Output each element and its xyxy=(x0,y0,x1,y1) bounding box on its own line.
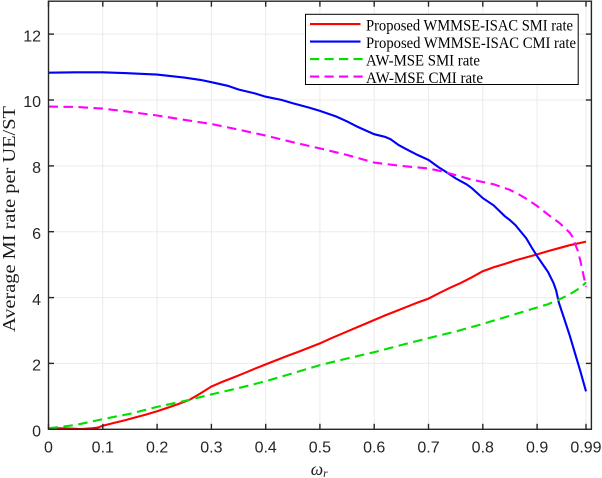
svg-text:0.2: 0.2 xyxy=(146,440,168,457)
svg-text:0.1: 0.1 xyxy=(92,440,114,457)
svg-text:Proposed WMMSE-ISAC SMI rate: Proposed WMMSE-ISAC SMI rate xyxy=(366,17,573,34)
svg-text:6: 6 xyxy=(32,226,41,243)
svg-text:0: 0 xyxy=(44,440,53,457)
svg-text:10: 10 xyxy=(23,94,41,111)
svg-text:Proposed WMMSE-ISAC CMI rate: Proposed WMMSE-ISAC CMI rate xyxy=(366,35,576,52)
svg-text:0.99: 0.99 xyxy=(570,440,601,457)
svg-text:2: 2 xyxy=(32,358,41,375)
svg-text:0.5: 0.5 xyxy=(309,440,331,457)
svg-text:8: 8 xyxy=(32,160,41,177)
svg-text:0.7: 0.7 xyxy=(417,440,439,457)
svg-text:0.3: 0.3 xyxy=(200,440,222,457)
svg-text:4: 4 xyxy=(32,292,41,309)
svg-text:AW-MSE SMI rate: AW-MSE SMI rate xyxy=(366,52,480,69)
svg-text:0.4: 0.4 xyxy=(255,440,277,457)
svg-text:Average MI rate per UE/ST: Average MI rate per UE/ST xyxy=(0,106,19,332)
svg-text:12: 12 xyxy=(23,28,41,45)
svg-text:0.9: 0.9 xyxy=(526,440,548,457)
svg-text:0: 0 xyxy=(32,424,41,441)
svg-text:AW-MSE CMI rate: AW-MSE CMI rate xyxy=(366,70,483,87)
svg-text:0.6: 0.6 xyxy=(363,440,385,457)
svg-text:0.8: 0.8 xyxy=(472,440,494,457)
